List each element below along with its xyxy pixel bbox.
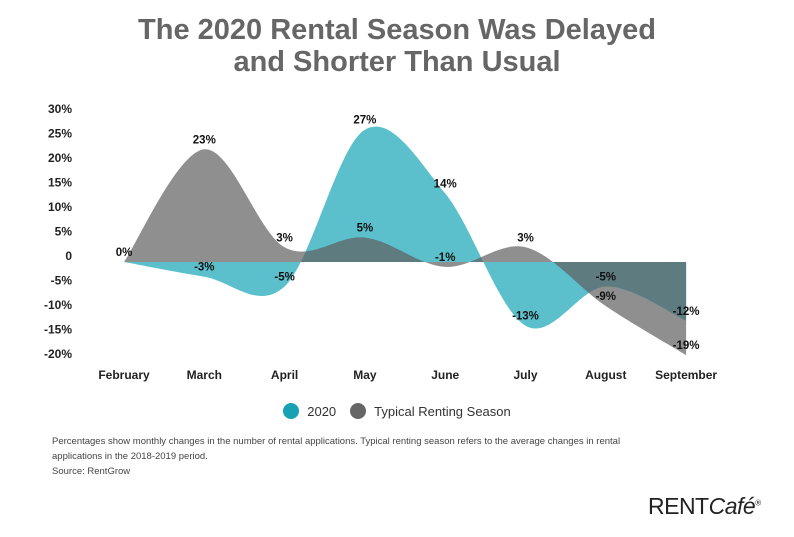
data-label-2020: 27%: [353, 115, 376, 127]
x-tick-label: June: [431, 368, 459, 382]
plot-area: 30% 25% 20% 15% 10% 5% 0 -5% -10% -15% -20% Februar…: [44, 102, 717, 382]
data-label-typical: 23%: [193, 134, 216, 146]
x-tick-label: May: [353, 368, 377, 382]
data-label-typical: 0%: [116, 247, 133, 259]
y-tick-label: -10%: [44, 298, 72, 312]
y-tick-label: 0: [65, 249, 72, 263]
legend-swatch-typical: [350, 403, 367, 419]
y-tick-label: -5%: [51, 274, 73, 288]
data-label-2020: -5%: [596, 272, 616, 284]
x-tick-label: August: [585, 368, 626, 382]
x-tick-label: April: [271, 368, 298, 382]
data-label-2020: -12%: [673, 306, 700, 318]
data-label-2020: -13%: [512, 311, 539, 323]
title-line-2: and Shorter Than Usual: [233, 46, 561, 78]
y-tick-label: 20%: [48, 151, 72, 165]
y-tick-label: -20%: [44, 347, 72, 361]
x-tick-label: March: [187, 368, 222, 382]
footnote-text: Percentages show monthly changes in the …: [52, 436, 621, 462]
title-line-1: The 2020 Rental Season Was Delayed: [138, 14, 656, 46]
legend-label-2020: 2020: [307, 403, 337, 419]
data-label-typical: -19%: [673, 340, 700, 352]
footnote: Percentages show monthly changes in the …: [52, 434, 672, 479]
footnote-source: Source: RentGrow: [52, 466, 131, 477]
x-tick-label: September: [655, 368, 717, 382]
data-label-typical: -1%: [435, 252, 455, 264]
data-label-2020: -5%: [274, 272, 294, 284]
x-tick-label: February: [98, 368, 150, 382]
data-label-typical: 3%: [276, 232, 293, 244]
data-label-typical: -9%: [596, 291, 616, 303]
chart-title: The 2020 Rental Season Was Delayed and S…: [0, 14, 794, 78]
legend-item-typical[interactable]: Typical Renting Season: [350, 403, 511, 419]
x-tick-label: July: [513, 368, 537, 382]
data-label-typical: 5%: [357, 223, 374, 235]
legend-item-2020[interactable]: 2020: [283, 403, 336, 419]
y-tick-label: 15%: [48, 176, 72, 190]
y-tick-label: 25%: [48, 127, 72, 141]
legend-swatch-2020: [283, 403, 300, 419]
area-typical-renting-season: [124, 149, 687, 356]
y-tick-label: 5%: [55, 225, 73, 239]
data-label-typical: 3%: [517, 232, 534, 244]
data-label-2020: 14%: [434, 178, 457, 190]
area-2020: [124, 126, 687, 329]
legend-label-typical: Typical Renting Season: [374, 403, 511, 419]
legend: 2020 Typical Renting Season: [0, 403, 794, 419]
y-tick-label: 10%: [48, 200, 72, 214]
data-label-2020: -3%: [194, 262, 214, 274]
rentcafe-logo: RENTCafé®: [648, 493, 761, 519]
y-tick-label: 30%: [48, 102, 72, 116]
y-tick-label: -15%: [44, 323, 72, 337]
